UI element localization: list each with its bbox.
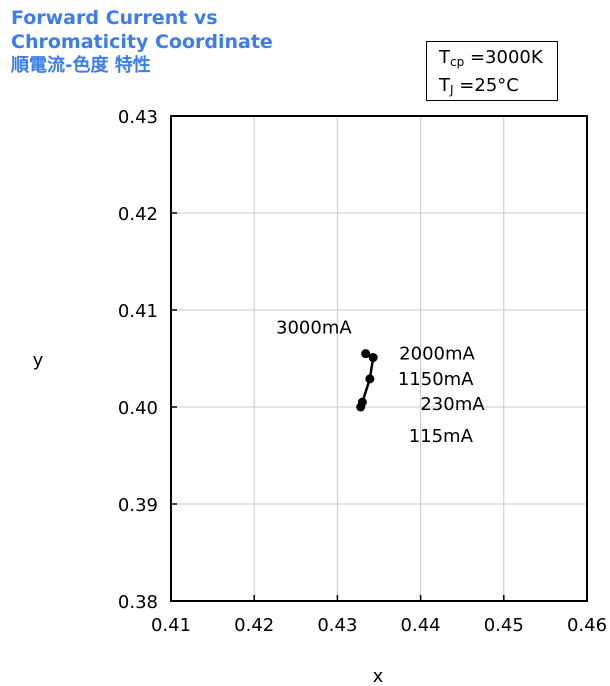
x-axis-label: x bbox=[373, 666, 384, 686]
x-tick-label-5: 0.46 bbox=[567, 615, 607, 636]
y-tick-label-2: 0.40 bbox=[118, 398, 158, 419]
title-line-3: 順電流-色度 特性 bbox=[11, 55, 151, 76]
tcp-value: =3000K bbox=[469, 47, 543, 68]
tcp-condition: Tcp =3000K bbox=[439, 46, 557, 74]
plot-area bbox=[170, 115, 588, 602]
x-tick-label-1: 0.42 bbox=[234, 615, 274, 636]
chart-title: Forward Current vs Chromaticity Coordina… bbox=[11, 6, 273, 78]
title-line-2: Chromaticity Coordinate bbox=[11, 31, 273, 53]
point-label-1150mA: 1150mA bbox=[398, 369, 474, 390]
x-tick-label-2: 0.43 bbox=[317, 615, 357, 636]
point-label-230mA: 230mA bbox=[420, 394, 485, 415]
tj-subscript: J bbox=[450, 83, 454, 97]
tj-condition: TJ =25°C bbox=[439, 74, 557, 102]
data-point-1150mA bbox=[365, 374, 375, 384]
y-tick-label-5: 0.43 bbox=[118, 107, 158, 128]
tcp-subscript: cp bbox=[450, 55, 465, 69]
data-point-3000mA bbox=[361, 349, 371, 359]
title-line-1: Forward Current vs bbox=[11, 7, 218, 29]
conditions-box: Tcp =3000K TJ =25°C bbox=[426, 41, 558, 101]
data-point-2000mA bbox=[368, 353, 378, 363]
point-label-2000mA: 2000mA bbox=[399, 344, 475, 365]
tcp-symbol: T bbox=[439, 47, 450, 68]
y-tick-label-0: 0.38 bbox=[118, 592, 158, 613]
y-tick-label-3: 0.41 bbox=[118, 301, 158, 322]
point-label-115mA: 115mA bbox=[409, 426, 474, 447]
y-tick-label-4: 0.42 bbox=[118, 204, 158, 225]
tj-value: =25°C bbox=[459, 75, 519, 96]
x-tick-label-0: 0.41 bbox=[151, 615, 191, 636]
y-tick-label-1: 0.39 bbox=[118, 495, 158, 516]
y-axis-label: y bbox=[33, 350, 44, 371]
point-label-3000mA: 3000mA bbox=[276, 318, 352, 339]
tj-symbol: T bbox=[439, 75, 450, 96]
x-tick-label-3: 0.44 bbox=[401, 615, 441, 636]
x-tick-label-4: 0.45 bbox=[484, 615, 524, 636]
data-point-230mA bbox=[357, 397, 367, 407]
